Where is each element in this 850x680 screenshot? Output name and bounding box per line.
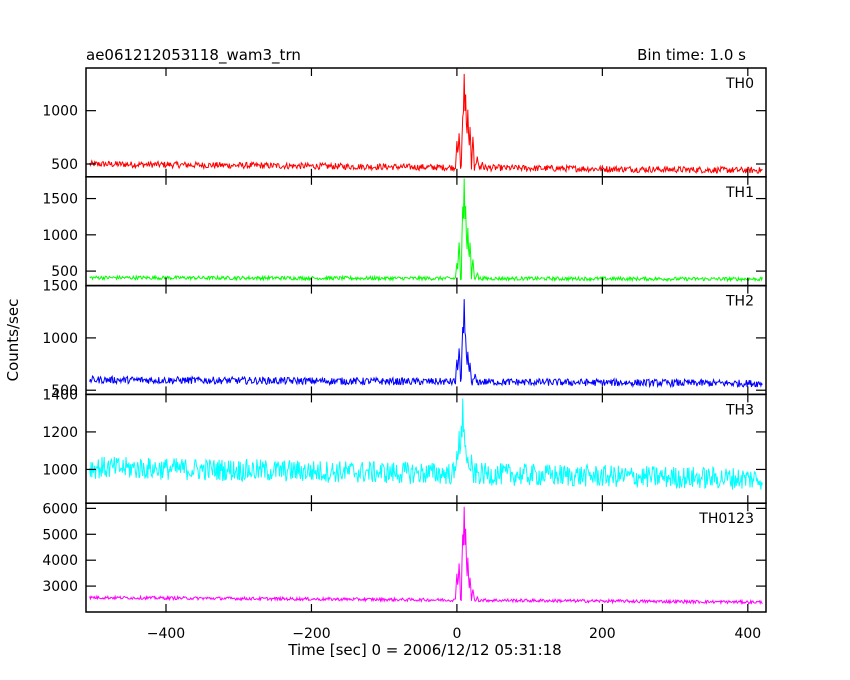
y-tick-label: 1400 [42,387,78,403]
x-tick-label: −400 [147,626,185,642]
y-tick-label: 1000 [42,104,78,120]
x-tick-label: 400 [734,626,761,642]
chart-title: ae061212053118_wam3_trn [86,46,301,65]
panel-label-th2: TH2 [725,294,754,310]
series-line-th3 [89,398,763,490]
panel-label-th0123: TH0123 [698,511,754,527]
panel-label-th0: TH0 [725,76,754,92]
bin-time-label: Bin time: 1.0 s [637,46,746,64]
series-line-th0 [89,73,763,175]
panel-label-th1: TH1 [725,185,754,201]
panel-frame-th1 [85,176,767,287]
y-tick-label: 6000 [42,501,78,517]
panel-label-th3: TH3 [725,402,754,418]
y-tick-label: 1200 [42,425,78,441]
series-line-th0123 [89,506,763,606]
y-tick-label: 500 [51,264,78,280]
panel-frame-th3 [85,393,767,504]
panel-frame-th0123 [85,502,767,613]
panel-frame-th0 [85,67,767,178]
y-axis-label: Counts/sec [4,299,22,382]
x-tick-label: −200 [292,626,330,642]
y-tick-label: 1000 [42,331,78,347]
y-tick-label: 1000 [42,228,78,244]
y-tick-label: 1000 [42,462,78,478]
y-tick-label: 3000 [42,579,78,595]
series-line-th2 [89,299,763,389]
x-axis-label: Time [sec] 0 = 2006/12/12 05:31:18 [287,641,561,659]
series-line-th1 [89,178,763,283]
y-tick-label: 1500 [42,279,78,295]
y-tick-label: 500 [51,157,78,173]
y-tick-label: 4000 [42,553,78,569]
x-tick-label: 200 [589,626,616,642]
y-tick-label: 500 [51,383,78,399]
panels-group: 500 1000 TH0 500 1000 1500 TH1 500 1000 1500 TH2 10… [42,67,767,642]
y-tick-label: 5000 [42,527,78,543]
y-tick-label: 1500 [42,192,78,208]
x-tick-label: 0 [452,626,461,642]
